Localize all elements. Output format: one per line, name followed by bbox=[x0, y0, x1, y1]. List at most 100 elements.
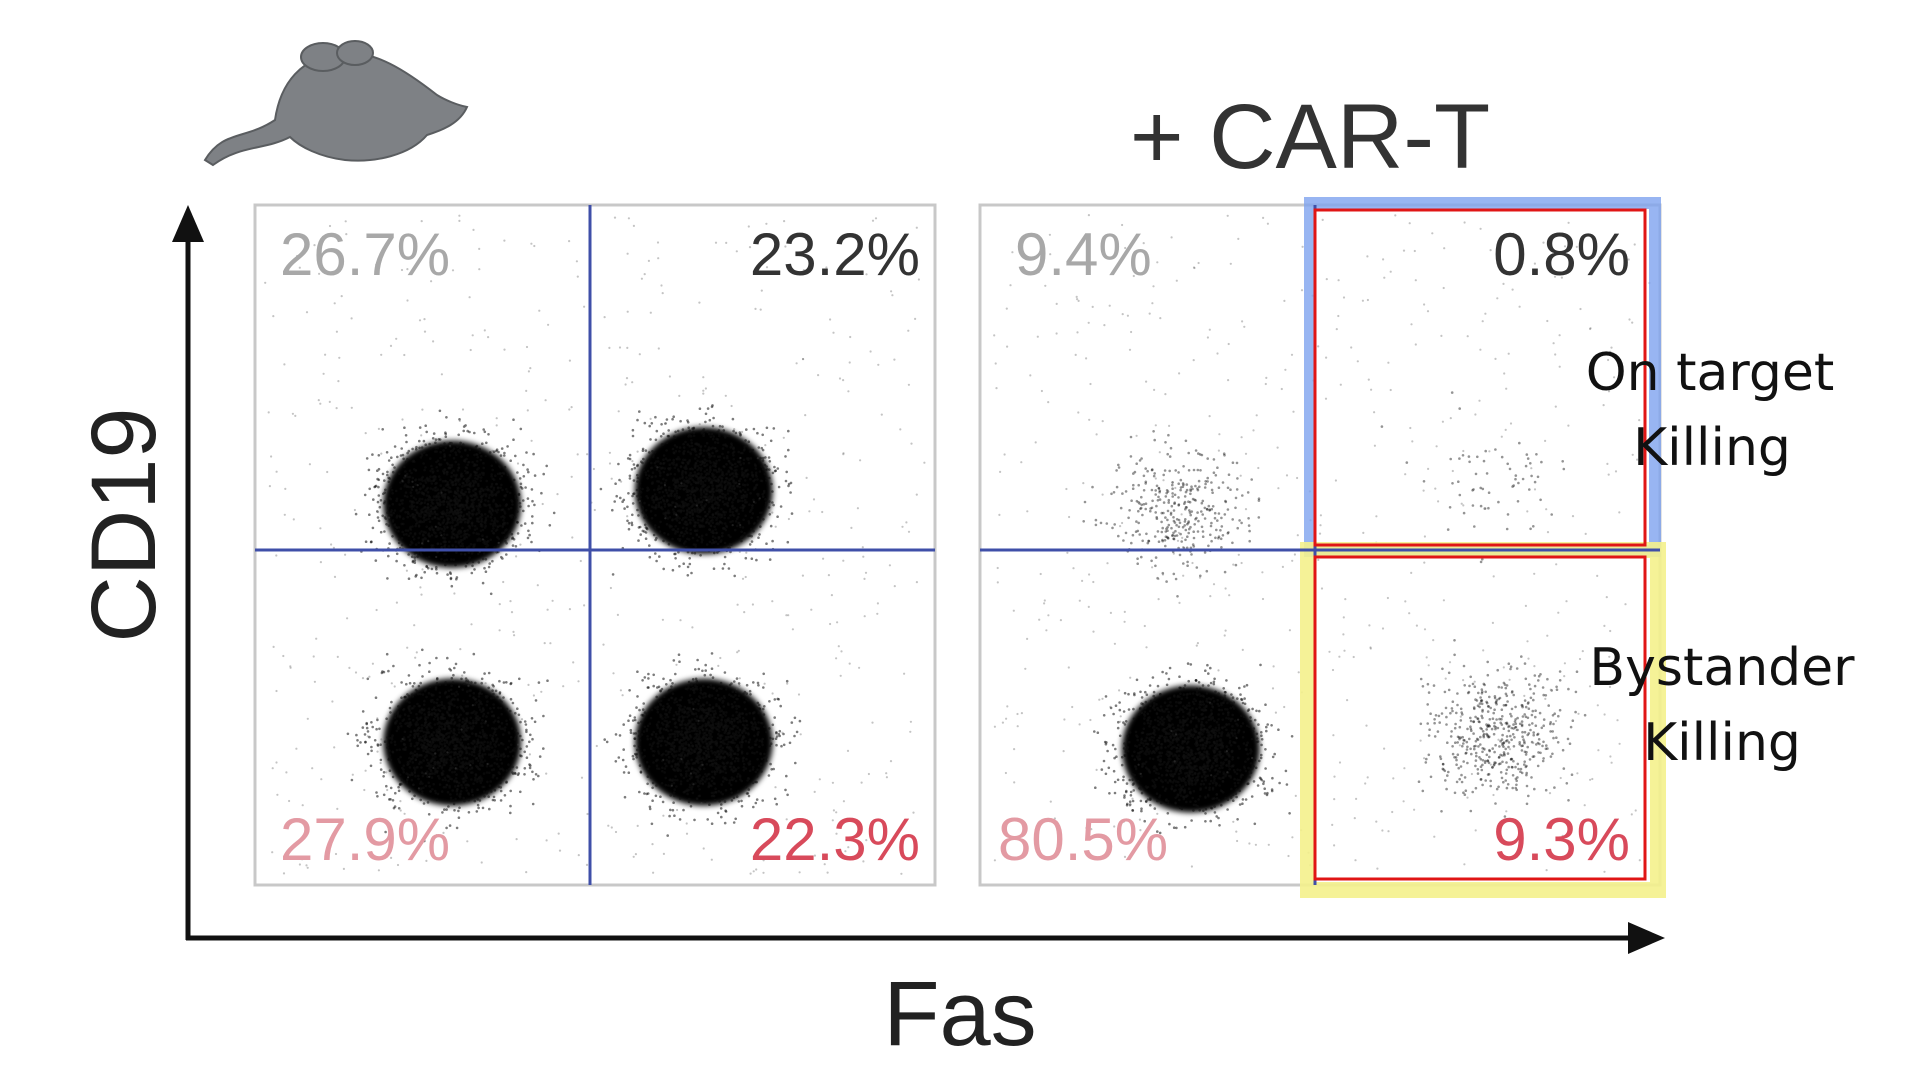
event-dot bbox=[683, 504, 686, 507]
event-dot bbox=[392, 664, 395, 668]
event-dot bbox=[438, 462, 441, 466]
event-dot bbox=[450, 526, 454, 530]
event-dot bbox=[721, 470, 724, 474]
event-dot bbox=[452, 802, 456, 806]
event-dot bbox=[429, 475, 432, 479]
event-dot bbox=[469, 542, 473, 546]
event-dot bbox=[447, 775, 451, 778]
event-dot bbox=[636, 476, 640, 480]
event-dot bbox=[418, 532, 422, 535]
event-dot bbox=[465, 536, 469, 539]
event-dot bbox=[704, 444, 707, 448]
event-dot bbox=[694, 462, 698, 465]
event-dot bbox=[468, 752, 471, 756]
event-dot bbox=[414, 483, 418, 486]
plot-frame bbox=[253, 203, 937, 887]
event-dot bbox=[531, 802, 535, 806]
event-dot bbox=[453, 809, 456, 812]
event-dot bbox=[726, 501, 729, 505]
event-dot bbox=[498, 465, 501, 468]
event-dot bbox=[465, 457, 468, 461]
event-dot bbox=[403, 564, 406, 567]
event-dot bbox=[494, 754, 497, 758]
event-dot bbox=[454, 777, 458, 780]
event-dot bbox=[665, 764, 668, 768]
event-dot bbox=[732, 474, 736, 478]
event-dot bbox=[404, 491, 408, 494]
event-dot bbox=[426, 566, 430, 570]
event-dot bbox=[479, 701, 482, 705]
event-dot bbox=[394, 525, 398, 529]
event-dot bbox=[698, 407, 702, 411]
event-dot bbox=[722, 765, 725, 769]
event-dot bbox=[444, 681, 447, 684]
event-dot bbox=[637, 526, 641, 529]
event-dot bbox=[718, 800, 721, 803]
event-dot bbox=[734, 496, 737, 500]
event-dot bbox=[453, 704, 456, 708]
event-dot bbox=[504, 540, 507, 543]
event-dot bbox=[712, 567, 716, 570]
event-dot bbox=[417, 525, 421, 528]
event-dot bbox=[713, 502, 717, 506]
event-dot bbox=[459, 494, 462, 498]
event-dot bbox=[657, 460, 660, 463]
event-dot bbox=[759, 765, 763, 768]
event-dot bbox=[482, 749, 486, 752]
event-dot bbox=[470, 778, 473, 781]
event-dot bbox=[444, 732, 448, 736]
event-dot bbox=[683, 532, 686, 536]
event-dot bbox=[720, 484, 723, 487]
event-dot bbox=[470, 498, 474, 502]
event-dot bbox=[407, 674, 411, 677]
event-dot bbox=[528, 533, 531, 537]
event-dot bbox=[652, 754, 655, 757]
event-dot bbox=[425, 453, 428, 457]
event-dot bbox=[477, 532, 480, 536]
event-dot bbox=[495, 505, 498, 508]
event-dot bbox=[709, 764, 712, 767]
event-dot bbox=[740, 712, 744, 715]
event-dot bbox=[525, 451, 528, 454]
event-dot bbox=[494, 524, 497, 527]
event-dot bbox=[699, 704, 703, 708]
event-dot bbox=[630, 521, 634, 525]
event-dot bbox=[420, 707, 424, 711]
event-dot bbox=[481, 557, 485, 561]
event-dot bbox=[704, 503, 708, 506]
event-dot bbox=[760, 757, 764, 761]
event-dot bbox=[465, 717, 469, 720]
event-dot bbox=[476, 477, 479, 481]
event-dot bbox=[410, 771, 414, 775]
event-dot bbox=[359, 741, 362, 744]
event-dot bbox=[411, 535, 415, 539]
event-dot bbox=[370, 540, 373, 543]
event-dot bbox=[664, 716, 667, 719]
event-dot bbox=[692, 543, 696, 546]
event-dot bbox=[667, 429, 670, 432]
event-dot bbox=[519, 505, 522, 508]
event-dot bbox=[659, 471, 662, 475]
event-dot bbox=[478, 447, 482, 451]
event-dot bbox=[467, 551, 471, 555]
event-dot bbox=[705, 468, 709, 472]
event-dot bbox=[688, 515, 692, 518]
event-dot bbox=[663, 771, 666, 774]
event-dot bbox=[798, 719, 802, 723]
event-dot bbox=[690, 441, 694, 445]
event-dot bbox=[747, 457, 750, 460]
event-dot bbox=[723, 562, 726, 566]
event-dot bbox=[416, 555, 419, 559]
event-dot bbox=[509, 459, 512, 463]
event-dot bbox=[432, 470, 435, 473]
event-dot bbox=[456, 724, 459, 727]
event-dot bbox=[426, 539, 430, 542]
event-dot bbox=[438, 438, 442, 441]
event-dot bbox=[449, 499, 452, 502]
event-dot bbox=[721, 701, 724, 704]
event-dot bbox=[667, 467, 670, 470]
event-dot bbox=[489, 516, 493, 519]
event-dot bbox=[389, 786, 393, 790]
event-dot bbox=[400, 782, 403, 786]
event-dot bbox=[687, 426, 690, 430]
